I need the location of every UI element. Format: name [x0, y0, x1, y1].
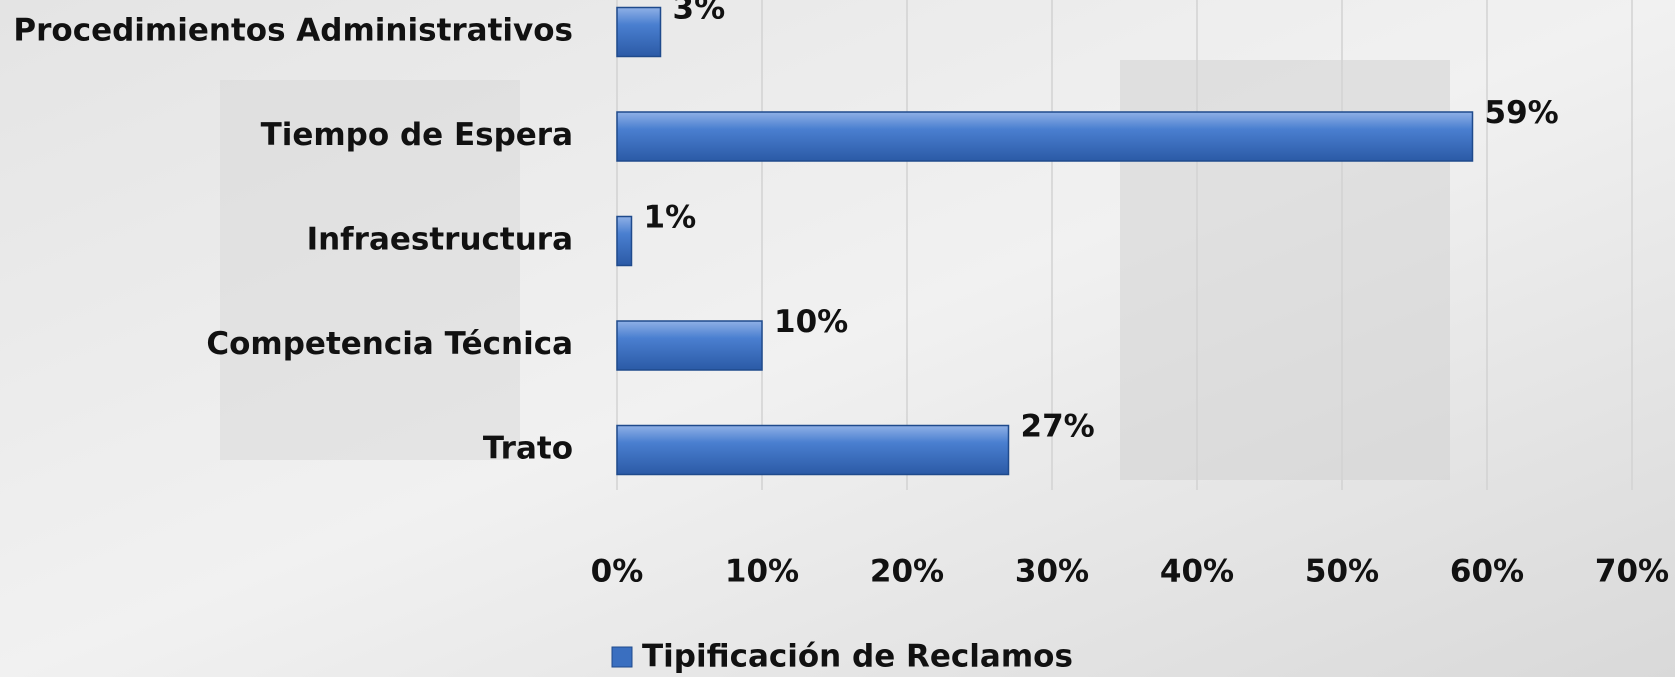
x-tick-label: 0%: [591, 554, 644, 590]
y-tick-label: Tiempo de Espera: [261, 117, 573, 153]
x-tick-label: 10%: [725, 554, 799, 590]
legend-swatch: [612, 647, 632, 667]
x-tick-label: 40%: [1160, 554, 1234, 590]
y-tick-label: Competencia Técnica: [206, 326, 573, 362]
bar: [617, 426, 1009, 475]
x-tick-label: 30%: [1015, 554, 1089, 590]
data-label: 1%: [644, 200, 697, 236]
data-label: 10%: [774, 304, 848, 340]
bar: [617, 112, 1473, 161]
bar: [617, 8, 661, 57]
y-tick-label: Infraestructura: [307, 222, 573, 258]
page: {"chart_data": {"type": "bar", "orientat…: [0, 0, 1675, 677]
legend-label: Tipificación de Reclamos: [642, 639, 1073, 675]
data-label: 59%: [1485, 95, 1559, 131]
y-tick-label: Procedimientos Administrativos: [13, 13, 573, 49]
x-tick-label: 50%: [1305, 554, 1379, 590]
bar: [617, 321, 762, 370]
x-tick-label: 70%: [1595, 554, 1669, 590]
x-tick-label: 60%: [1450, 554, 1524, 590]
data-label: 3%: [673, 0, 726, 27]
bar: [617, 217, 632, 266]
y-tick-label: Trato: [483, 431, 573, 467]
data-label: 27%: [1021, 409, 1095, 445]
chart: 0% 10% 20% 30% 40% 50% 60% 70% Procedimientos Ad…: [0, 0, 1675, 677]
x-tick-label: 20%: [870, 554, 944, 590]
